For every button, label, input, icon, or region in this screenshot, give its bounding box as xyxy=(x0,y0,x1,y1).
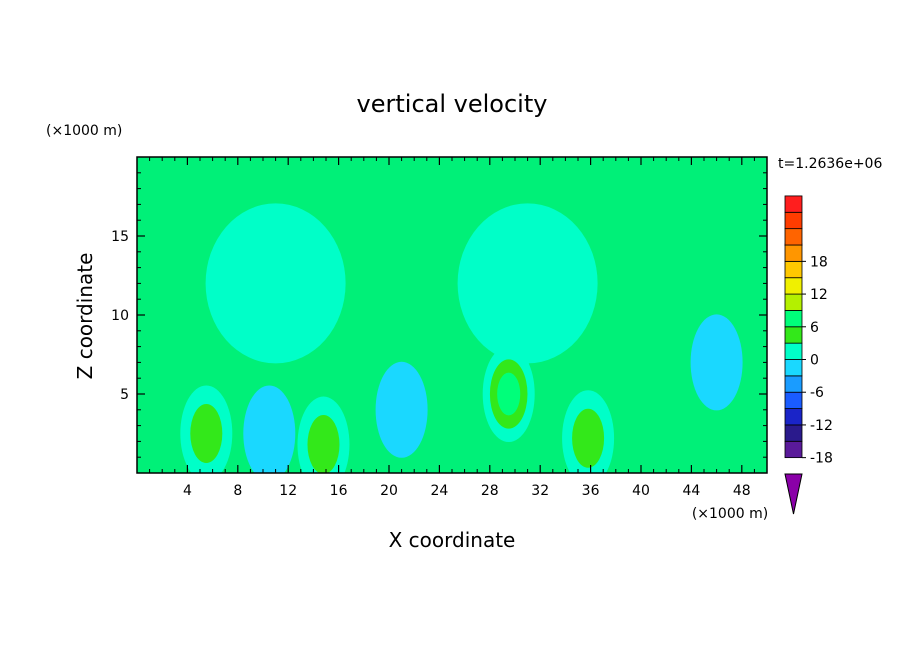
colorbar-band xyxy=(784,293,803,311)
x-tick-label: 4 xyxy=(183,483,192,499)
colorbar-band xyxy=(784,375,803,393)
contour-plot-area xyxy=(136,156,768,474)
x-tick-label: 24 xyxy=(430,483,448,499)
x-axis-label: X coordinate xyxy=(389,528,516,552)
contour-band xyxy=(190,403,223,464)
contour-band xyxy=(572,408,605,468)
colorbar-band xyxy=(784,228,803,246)
x-tick-label: 44 xyxy=(682,483,700,499)
colorbar-band xyxy=(784,342,803,360)
y-tick-label: 5 xyxy=(120,387,129,403)
colorbar-band xyxy=(784,424,803,442)
x-tick-label: 28 xyxy=(481,483,499,499)
colorbar: 18 12 6 0 -6 -12 -18 xyxy=(784,195,833,515)
y-axis-label: Z coordinate xyxy=(73,253,97,380)
colorbar-band xyxy=(784,244,803,262)
colorbar-label: 12 xyxy=(810,287,828,303)
contour-feature-downdraft xyxy=(375,361,428,458)
x-tick-label: 12 xyxy=(279,483,297,499)
x-tick-label: 40 xyxy=(632,483,650,499)
colorbar-band xyxy=(784,277,803,295)
contour-band xyxy=(205,203,346,364)
colorbar-band xyxy=(784,440,803,459)
contour-feature-weak-updraft-region xyxy=(457,203,598,364)
contour-feature-updraft xyxy=(180,385,233,473)
colorbar-label: 18 xyxy=(810,254,828,270)
contour-feature-updraft xyxy=(482,346,535,442)
y-tick-label: 10 xyxy=(111,308,129,324)
colorbar-band xyxy=(784,391,803,409)
time-label: t=1.2636e+06 xyxy=(778,156,882,172)
x-tick-label: 20 xyxy=(380,483,398,499)
contour-band xyxy=(457,203,598,364)
colorbar-band xyxy=(784,408,803,426)
colorbar-band xyxy=(784,310,803,328)
x-axis: 4 8 12 16 20 24 28 32 36 40 44 48 xyxy=(149,157,755,499)
colorbar-label: 6 xyxy=(810,320,819,336)
contour-band xyxy=(497,372,521,416)
x-tick-label: 16 xyxy=(330,483,348,499)
y-unit-label: (×1000 m) xyxy=(46,123,122,139)
colorbar-band xyxy=(784,195,803,213)
colorbar-band xyxy=(784,260,803,279)
x-unit-label: (×1000 m) xyxy=(692,506,768,522)
x-tick-label: 8 xyxy=(233,483,242,499)
contour-feature-downdraft xyxy=(690,314,743,411)
y-tick-label: 15 xyxy=(111,229,129,245)
contour-feature-updraft xyxy=(297,396,350,473)
x-tick-label: 48 xyxy=(733,483,751,499)
colorbar-label: 0 xyxy=(810,353,819,369)
contour-band xyxy=(375,361,428,458)
contour-band xyxy=(243,385,296,473)
y-axis: 5 10 15 xyxy=(111,172,767,458)
contour-feature-weak-updraft-region xyxy=(205,203,346,364)
colorbar-band xyxy=(784,359,803,377)
x-tick-label: 32 xyxy=(531,483,549,499)
colorbar-band xyxy=(784,326,803,344)
colorbar-min-arrow xyxy=(784,473,803,515)
x-tick-label: 36 xyxy=(582,483,600,499)
colorbar-band xyxy=(784,211,803,230)
colorbar-label: -12 xyxy=(810,418,833,434)
contour-feature-downdraft xyxy=(243,385,296,473)
colorbar-label: -18 xyxy=(810,451,833,467)
contour-feature-updraft xyxy=(562,390,615,473)
contour-band xyxy=(690,314,743,411)
chart-title: vertical velocity xyxy=(357,90,548,118)
contour-band xyxy=(307,415,340,473)
colorbar-label: -6 xyxy=(810,385,824,401)
